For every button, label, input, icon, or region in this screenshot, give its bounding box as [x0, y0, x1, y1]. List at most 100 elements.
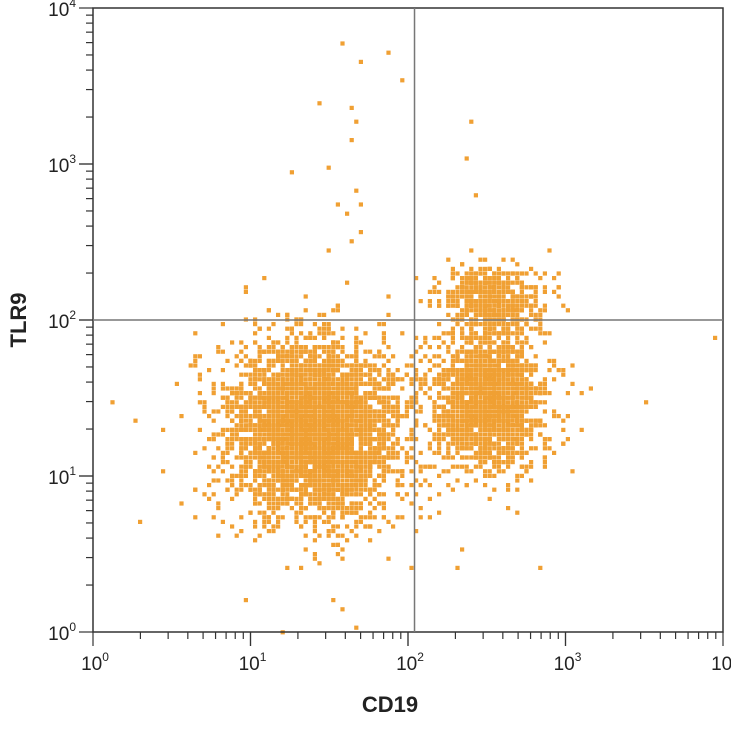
event-dot — [257, 354, 262, 359]
event-dot — [294, 478, 299, 483]
event-dot — [299, 400, 304, 405]
event-dot — [276, 395, 281, 400]
event-dot — [409, 446, 414, 451]
event-dot — [303, 418, 308, 423]
event-dot — [345, 280, 350, 285]
event-dot — [280, 354, 285, 359]
event-dot — [349, 432, 354, 437]
event-dot — [271, 381, 276, 386]
event-dot — [299, 345, 304, 350]
event-dot — [446, 423, 451, 428]
event-dot — [276, 460, 281, 465]
event-dot — [492, 460, 497, 465]
event-dot — [345, 538, 350, 543]
event-dot — [216, 446, 221, 451]
event-dot — [441, 409, 446, 414]
event-dot — [299, 473, 304, 478]
event-dot — [358, 432, 363, 437]
event-dot — [340, 432, 345, 437]
event-dot — [326, 441, 331, 446]
event-dot — [322, 427, 327, 432]
event-dot — [377, 437, 382, 442]
event-dot — [239, 469, 244, 474]
event-dot — [220, 460, 225, 465]
event-dot — [363, 432, 368, 437]
event-dot — [340, 515, 345, 520]
event-dot — [460, 432, 465, 437]
event-dot — [335, 409, 340, 414]
event-dot — [533, 354, 538, 359]
event-dot — [303, 335, 308, 340]
event-dot — [312, 381, 317, 386]
event-dot — [404, 437, 409, 442]
event-dot — [460, 437, 465, 442]
event-dot — [506, 487, 511, 492]
event-dot — [257, 395, 262, 400]
event-dot — [289, 455, 294, 460]
event-dot — [285, 427, 290, 432]
event-dot — [386, 455, 391, 460]
event-dot — [524, 358, 529, 363]
event-dot — [340, 345, 345, 350]
event-dot — [340, 326, 345, 331]
event-dot — [354, 349, 359, 354]
event-dot — [326, 455, 331, 460]
event-dot — [510, 427, 515, 432]
event-dot — [335, 483, 340, 488]
event-dot — [409, 437, 414, 442]
event-dot — [266, 427, 271, 432]
event-dot — [257, 455, 262, 460]
event-dot — [308, 446, 313, 451]
event-dot — [280, 478, 285, 483]
event-dot — [294, 349, 299, 354]
event-dot — [262, 423, 267, 428]
event-dot — [285, 335, 290, 340]
event-dot — [381, 432, 386, 437]
event-dot — [230, 391, 235, 396]
event-dot — [395, 404, 400, 409]
event-dot — [455, 395, 460, 400]
event-dot — [271, 400, 276, 405]
event-dot — [446, 372, 451, 377]
event-dot — [460, 335, 465, 340]
event-dot — [450, 437, 455, 442]
event-dot — [285, 483, 290, 488]
event-dot — [345, 460, 350, 465]
event-dot — [276, 423, 281, 428]
event-dot — [483, 455, 488, 460]
event-dot — [529, 418, 534, 423]
event-dot — [331, 455, 336, 460]
event-dot — [303, 294, 308, 299]
event-dot — [271, 372, 276, 377]
event-dot — [386, 556, 391, 561]
event-dot — [552, 450, 557, 455]
event-dot — [354, 483, 359, 488]
event-dot — [450, 395, 455, 400]
event-dot — [363, 427, 368, 432]
event-dot — [372, 460, 377, 465]
event-dot — [239, 441, 244, 446]
event-dot — [248, 437, 253, 442]
event-dot — [372, 423, 377, 428]
event-dot — [216, 533, 221, 538]
event-dot — [368, 427, 373, 432]
event-dot — [266, 381, 271, 386]
event-dot — [257, 349, 262, 354]
event-dot — [285, 423, 290, 428]
event-dot — [496, 450, 501, 455]
event-dot — [271, 450, 276, 455]
event-dot — [372, 427, 377, 432]
event-dot — [478, 372, 483, 377]
event-dot — [331, 501, 336, 506]
event-dot — [285, 501, 290, 506]
event-dot — [294, 404, 299, 409]
event-dot — [322, 432, 327, 437]
event-dot — [262, 455, 267, 460]
event-dot — [266, 414, 271, 419]
event-dot — [487, 345, 492, 350]
event-dot — [510, 414, 515, 419]
event-dot — [478, 335, 483, 340]
event-dot — [266, 483, 271, 488]
event-dot — [317, 386, 322, 391]
event-dot — [312, 478, 317, 483]
